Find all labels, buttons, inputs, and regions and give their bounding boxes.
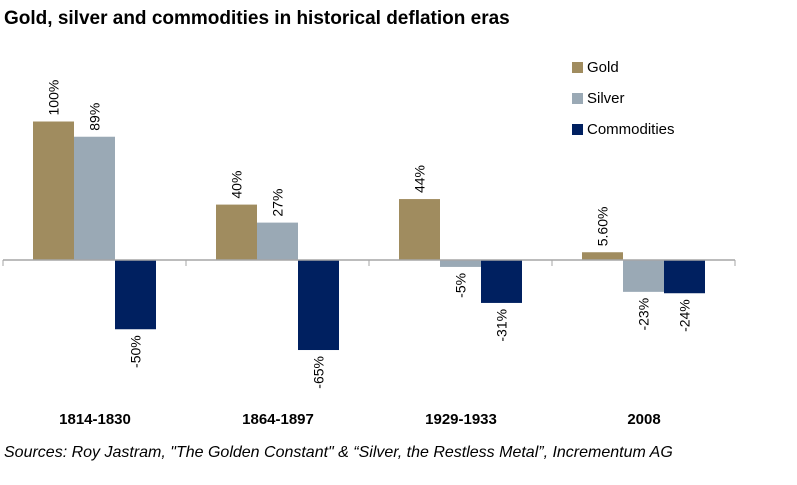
bar-silver-2008: [623, 260, 664, 292]
legend-swatch-commodities: [572, 124, 583, 135]
data-label-gold-1929-1933: 44%: [412, 165, 428, 193]
legend-item-commodities: Commodities: [572, 114, 675, 145]
legend-label-silver: Silver: [587, 90, 625, 107]
legend-swatch-gold: [572, 62, 583, 73]
category-label-1814-1830: 1814-1830: [59, 411, 131, 428]
data-label-silver-1864-1897: 27%: [270, 189, 286, 217]
legend-item-silver: Silver: [572, 83, 675, 114]
data-label-commodities-2008: -24%: [677, 299, 693, 332]
bar-gold-1929-1933: [399, 199, 440, 260]
data-label-commodities-1864-1897: -65%: [311, 356, 327, 389]
bar-gold-1864-1897: [216, 204, 257, 260]
legend-label-commodities: Commodities: [587, 121, 675, 138]
data-label-gold-2008: 5.60%: [595, 207, 611, 247]
data-label-commodities-1929-1933: -31%: [494, 309, 510, 342]
bar-commodities-1814-1830: [115, 260, 156, 330]
legend-label-gold: Gold: [587, 59, 619, 76]
category-label-1929-1933: 1929-1933: [425, 411, 497, 428]
data-label-silver-1814-1830: 89%: [87, 103, 103, 131]
category-label-2008: 2008: [627, 411, 661, 428]
source-note: Sources: Roy Jastram, "The Golden Consta…: [4, 444, 673, 461]
bar-commodities-2008: [664, 260, 705, 294]
bar-commodities-1864-1897: [298, 260, 339, 351]
bar-commodities-1929-1933: [481, 260, 522, 303]
chart-title: Gold, silver and commodities in historic…: [4, 8, 510, 29]
data-label-gold-1814-1830: 100%: [46, 80, 62, 116]
category-label-1864-1897: 1864-1897: [242, 411, 314, 428]
bar-silver-1814-1830: [74, 136, 115, 260]
data-label-silver-2008: -23%: [636, 298, 652, 331]
data-label-silver-1929-1933: -5%: [453, 273, 469, 298]
legend: Gold Silver Commodities: [572, 52, 675, 145]
data-label-commodities-1814-1830: -50%: [128, 335, 144, 368]
legend-swatch-silver: [572, 93, 583, 104]
legend-item-gold: Gold: [572, 52, 675, 83]
data-label-gold-1864-1897: 40%: [229, 171, 245, 199]
bar-gold-1814-1830: [33, 121, 74, 260]
bar-gold-2008: [582, 252, 623, 260]
bar-silver-1929-1933: [440, 260, 481, 267]
bar-silver-1864-1897: [257, 222, 298, 260]
